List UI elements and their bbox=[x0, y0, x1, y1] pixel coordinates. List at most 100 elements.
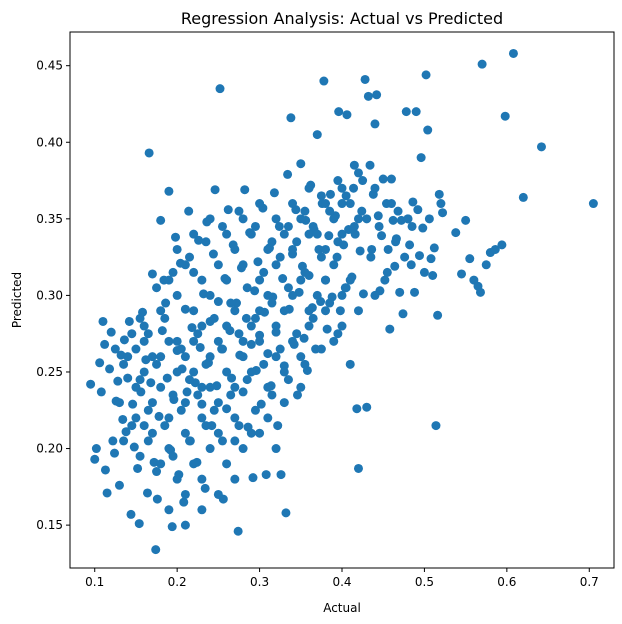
data-point bbox=[365, 160, 375, 170]
data-point bbox=[341, 283, 351, 293]
data-point bbox=[329, 260, 339, 270]
data-point bbox=[300, 359, 310, 369]
data-point bbox=[238, 336, 248, 346]
data-point bbox=[233, 526, 243, 536]
data-point bbox=[333, 237, 343, 247]
data-point bbox=[187, 323, 197, 333]
data-point bbox=[144, 148, 154, 158]
y-tick-label: 0.25 bbox=[36, 365, 63, 379]
data-point bbox=[481, 260, 491, 270]
data-point bbox=[238, 260, 248, 270]
data-point bbox=[217, 221, 227, 231]
data-point bbox=[189, 336, 199, 346]
data-point bbox=[213, 428, 223, 438]
data-point bbox=[139, 336, 149, 346]
x-tick-label: 0.4 bbox=[332, 575, 351, 589]
data-point bbox=[227, 373, 237, 383]
data-point bbox=[113, 376, 123, 386]
data-point bbox=[197, 321, 207, 331]
data-point bbox=[106, 327, 116, 337]
data-point bbox=[157, 326, 167, 336]
data-point bbox=[168, 390, 178, 400]
y-axis-label: Predicted bbox=[10, 272, 24, 328]
data-point bbox=[263, 413, 273, 423]
data-point bbox=[275, 344, 285, 354]
data-point bbox=[238, 214, 248, 224]
data-point bbox=[217, 436, 227, 446]
data-point bbox=[345, 199, 355, 209]
data-point bbox=[288, 290, 298, 300]
y-tick-label: 0.20 bbox=[36, 442, 63, 456]
data-point bbox=[182, 387, 192, 397]
data-point bbox=[337, 183, 347, 193]
data-point bbox=[129, 442, 139, 452]
data-point bbox=[304, 183, 314, 193]
data-point bbox=[215, 84, 225, 94]
data-point bbox=[230, 436, 240, 446]
data-point bbox=[164, 505, 174, 515]
data-point bbox=[386, 199, 396, 209]
data-point bbox=[246, 339, 256, 349]
data-point bbox=[90, 454, 100, 464]
data-point bbox=[267, 237, 277, 247]
data-point bbox=[123, 352, 133, 362]
data-point bbox=[250, 221, 260, 231]
data-point bbox=[386, 174, 396, 184]
data-point bbox=[304, 321, 314, 331]
data-point bbox=[316, 191, 326, 201]
data-point bbox=[434, 189, 444, 199]
data-point bbox=[108, 436, 118, 446]
data-point bbox=[238, 387, 248, 397]
data-point bbox=[370, 290, 380, 300]
x-tick-label: 0.6 bbox=[497, 575, 516, 589]
data-point bbox=[362, 214, 372, 224]
data-point bbox=[213, 489, 223, 499]
data-point bbox=[128, 399, 138, 409]
data-point bbox=[123, 373, 133, 383]
data-point bbox=[255, 306, 265, 316]
data-point bbox=[201, 421, 211, 431]
data-point bbox=[276, 470, 286, 480]
data-point bbox=[209, 313, 219, 323]
data-point bbox=[222, 229, 232, 239]
data-point bbox=[250, 405, 260, 415]
data-point bbox=[96, 387, 106, 397]
data-point bbox=[114, 480, 124, 490]
data-point bbox=[105, 364, 115, 374]
data-point bbox=[164, 413, 174, 423]
data-point bbox=[416, 153, 426, 163]
data-point bbox=[201, 359, 211, 369]
data-point bbox=[222, 404, 232, 414]
data-point bbox=[429, 243, 439, 253]
data-point bbox=[292, 237, 302, 247]
data-point bbox=[222, 459, 232, 469]
data-point bbox=[321, 244, 331, 254]
x-tick-label: 0.1 bbox=[85, 575, 104, 589]
data-point bbox=[161, 298, 171, 308]
x-axis: 0.1 0.2 0.3 0.4 0.5 0.6 0.7 bbox=[85, 568, 599, 589]
data-point bbox=[292, 329, 302, 339]
data-point bbox=[300, 267, 310, 277]
data-point bbox=[263, 290, 273, 300]
data-point bbox=[372, 90, 382, 100]
data-point bbox=[180, 428, 190, 438]
data-point bbox=[329, 214, 339, 224]
data-point bbox=[197, 413, 207, 423]
data-point bbox=[490, 244, 500, 254]
data-point bbox=[131, 382, 141, 392]
data-point bbox=[329, 336, 339, 346]
data-point bbox=[222, 367, 232, 377]
data-point bbox=[312, 229, 322, 239]
data-point bbox=[189, 306, 199, 316]
data-point bbox=[110, 448, 120, 458]
data-point bbox=[419, 267, 429, 277]
data-point bbox=[360, 74, 370, 84]
data-point bbox=[119, 335, 129, 345]
data-point bbox=[127, 421, 137, 431]
data-point bbox=[461, 215, 471, 225]
data-point bbox=[127, 329, 137, 339]
data-point bbox=[271, 214, 281, 224]
data-point bbox=[197, 275, 207, 285]
data-point bbox=[357, 206, 367, 216]
